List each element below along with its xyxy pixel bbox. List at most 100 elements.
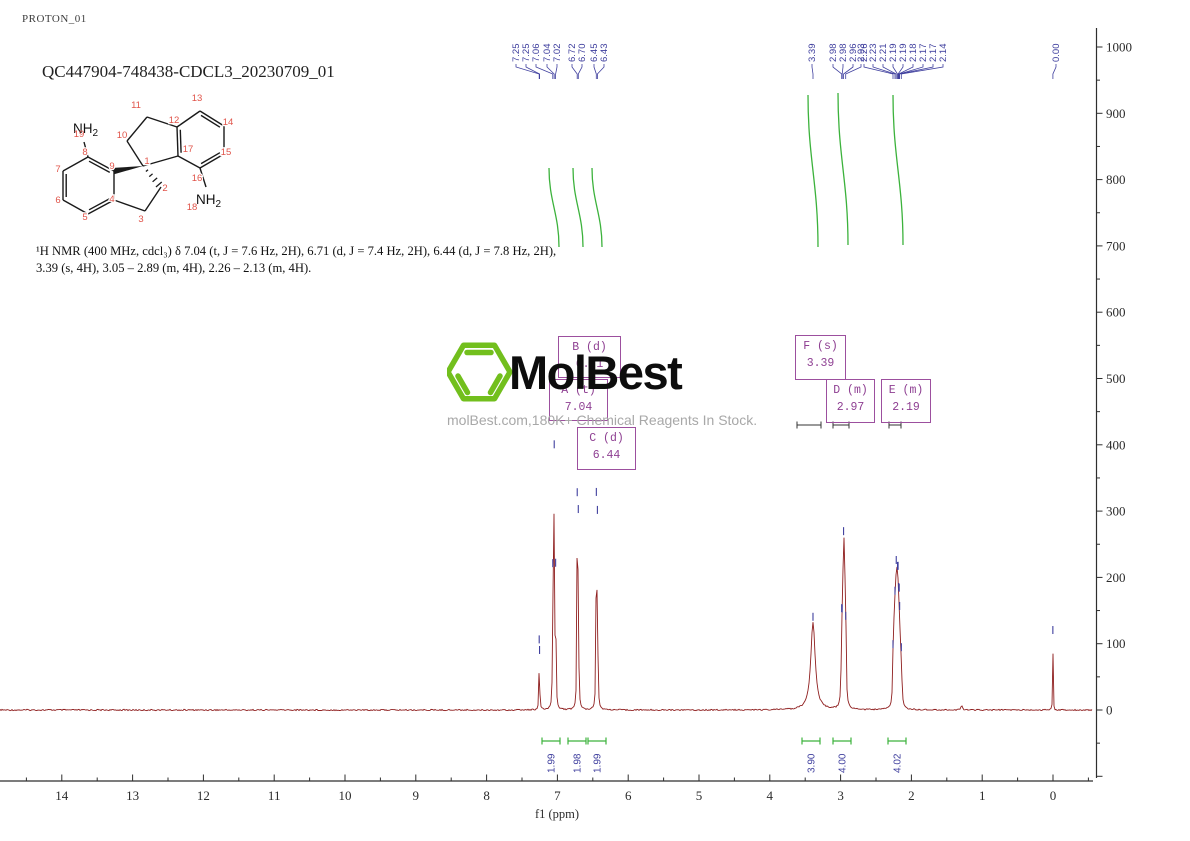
- peak-label-connector: [555, 64, 558, 79]
- x-axis-tick-label: 9: [413, 788, 420, 803]
- integral-curve: [591, 167, 603, 248]
- bond: [146, 116, 178, 128]
- peak-label-connector: [577, 64, 583, 79]
- integral-value: 1.99: [593, 753, 604, 773]
- peak-shift-label: 7.04: [542, 44, 553, 63]
- atom-number: 3: [138, 214, 143, 225]
- y-axis-tick-label: 900: [1106, 106, 1126, 121]
- atom-number: 4: [109, 194, 114, 205]
- multiplet-id: A (t): [561, 384, 596, 397]
- bond: [113, 199, 146, 212]
- bond-double-inner: [200, 114, 221, 128]
- peak-shift-label: 6.43: [599, 44, 610, 63]
- peak-label-connector: [897, 64, 904, 79]
- peak-label-connector: [863, 64, 894, 79]
- peak-shift-label: 2.98: [838, 44, 849, 63]
- multiplet-id: B (d): [572, 341, 607, 354]
- peak-label-connector: [899, 64, 934, 79]
- peak-label-connector: [841, 64, 844, 79]
- multiplet-box: C (d) 6.44: [577, 427, 636, 470]
- peak-shift-label: 0.00: [1051, 44, 1062, 63]
- integral-curve: [837, 92, 849, 246]
- bond: [176, 110, 201, 128]
- multiplet-shift: 3.39: [806, 357, 835, 370]
- atom-number: 6: [55, 195, 60, 206]
- x-axis-tick-label: 7: [554, 788, 561, 803]
- citation-line-2: 3.39 (s, 4H), 3.05 – 2.89 (m, 4H), 2.26 …: [36, 260, 312, 275]
- wedge-bond: [113, 166, 143, 175]
- x-axis-tick-label: 14: [55, 788, 69, 803]
- atom-number: 2: [162, 183, 167, 194]
- integral-readout: 1.99: [587, 737, 607, 773]
- y-axis-tick-label: 100: [1106, 636, 1126, 651]
- integral-readout: 4.02: [887, 737, 907, 773]
- integral-readout: 1.99: [541, 737, 561, 773]
- peak-shift-label: 2.96: [848, 44, 859, 63]
- bond: [199, 153, 225, 169]
- multiplet-range-marker: [796, 421, 822, 429]
- spectrum-trace: [0, 513, 1093, 712]
- x-axis-tick-label: 3: [837, 788, 844, 803]
- peak-label-connector: [571, 64, 578, 79]
- bond-double-inner: [88, 198, 111, 211]
- multiplet-box: A (t) 7.04: [549, 379, 608, 421]
- peak-label-connector: [832, 64, 843, 79]
- peak-shift-label: 6.72: [567, 44, 578, 63]
- peak-label-connector: [900, 64, 944, 79]
- multiplet-shift: 7.04: [564, 401, 593, 414]
- peak-shift-label: 2.26: [859, 44, 870, 63]
- peak-shift-label: 3.39: [807, 44, 818, 63]
- atom-number: 11: [131, 100, 141, 111]
- bond: [199, 110, 225, 127]
- hash-bond-stroke: [145, 169, 149, 173]
- peak-label-connector: [525, 64, 540, 79]
- bond: [142, 155, 179, 167]
- integral-readout: 1.98: [567, 737, 587, 773]
- y-axis-tick-label: 200: [1106, 570, 1126, 585]
- bond: [87, 156, 115, 172]
- peak-label-connector: [597, 64, 605, 79]
- bond: [62, 199, 89, 215]
- atom-number: 12: [169, 115, 180, 126]
- bond: [62, 156, 89, 172]
- x-axis-tick-label: 12: [197, 788, 210, 803]
- x-axis-tick-label: 8: [483, 788, 490, 803]
- bond: [83, 141, 89, 158]
- y-axis-tick-label: 800: [1106, 172, 1126, 187]
- peak-shift-label: 7.25: [521, 44, 532, 63]
- peak-shift-label: 7.06: [531, 44, 542, 63]
- peak-label-connector: [843, 64, 854, 79]
- bond: [126, 116, 148, 142]
- atom-number: 13: [192, 93, 203, 104]
- integral-curve: [548, 167, 560, 248]
- bond: [177, 155, 201, 169]
- y-axis-tick-label: 400: [1106, 437, 1126, 452]
- peak-label-connector: [593, 64, 597, 79]
- watermark: MolBest molBest.com,180K+ Chemical Reage…: [447, 338, 777, 428]
- nh2-label: NH2: [196, 192, 222, 210]
- x-axis-tick-label: 6: [625, 788, 632, 803]
- peak-shift-label: 6.45: [589, 44, 600, 63]
- bond-double-inner: [179, 129, 182, 153]
- hash-bond-stroke: [148, 173, 154, 178]
- bond: [176, 126, 179, 157]
- x-axis-tick-label: 10: [339, 788, 352, 803]
- hash-bond-stroke: [155, 181, 163, 188]
- multiplet-box: E (m) 2.19: [881, 379, 931, 423]
- bond: [144, 186, 162, 212]
- integral-readout: 4.00: [832, 737, 852, 773]
- integral-curve: [807, 94, 819, 248]
- multiplet-id: E (m): [888, 384, 924, 397]
- multiplet-shift: 2.97: [836, 401, 865, 414]
- bond-double-inner: [200, 152, 221, 165]
- atom-number: 5: [82, 212, 87, 223]
- multiplet-box: F (s) 3.39: [795, 335, 846, 380]
- peak-shift-label: 6.70: [577, 44, 588, 63]
- bond: [199, 167, 207, 188]
- atom-number: 14: [223, 117, 234, 128]
- sample-title: QC447904-748438-CDCL3_20230709_01: [42, 62, 335, 81]
- peak-shift-label: 2.17: [918, 44, 929, 63]
- multiplet-box: D (m) 2.97: [826, 379, 875, 423]
- x-axis-tick-label: 13: [126, 788, 139, 803]
